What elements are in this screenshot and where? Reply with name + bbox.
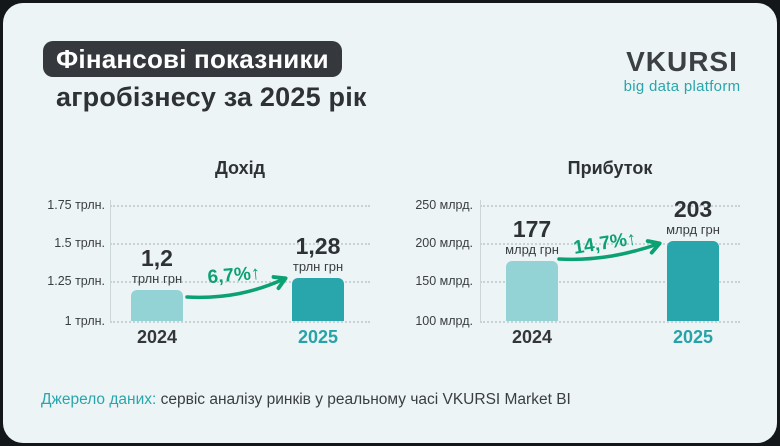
- y-axis-tick: 1 трлн.: [64, 314, 105, 328]
- source-label: Джерело даних:: [41, 391, 157, 408]
- y-axis-tick: 200 млрд.: [415, 236, 473, 250]
- bar-value-block: 1,2 трлн грн: [107, 245, 207, 287]
- bar-value-block: 1,28 трлн грн: [268, 233, 368, 275]
- bar-value-block: 203 млрд грн: [643, 196, 743, 238]
- source-note: Джерело даних: сервіс аналізу ринків у р…: [41, 391, 571, 409]
- x-label-2024: 2024: [511, 327, 553, 347]
- y-axis-tick: 1.5 трлн.: [54, 236, 105, 250]
- y-axis-tick: 1.75 трлн.: [47, 198, 105, 212]
- bar-unit: млрд грн: [666, 222, 720, 238]
- gridline: [110, 243, 370, 245]
- page-title-badge: Фінансові показники: [43, 41, 342, 77]
- gridline: [480, 321, 740, 323]
- chart-title: Прибуток: [567, 158, 653, 178]
- bar-value: 1,28: [295, 232, 341, 259]
- brand-tagline: big data platform: [623, 78, 741, 95]
- page-title-line2: агробізнесу за 2025 рік: [56, 82, 367, 112]
- bar-2025: [667, 241, 719, 321]
- y-axis-tick: 150 млрд.: [415, 274, 473, 288]
- x-label-2025: 2025: [297, 327, 339, 347]
- gridline: [480, 205, 740, 207]
- source-text: сервіс аналізу ринків у реальному часі V…: [156, 391, 571, 408]
- y-axis-line: [110, 200, 111, 321]
- bar-value: 177: [512, 216, 552, 243]
- gridline: [110, 205, 370, 207]
- y-axis-tick: 1.25 трлн.: [47, 274, 105, 288]
- bar-unit: трлн грн: [131, 271, 183, 287]
- x-label-2025: 2025: [672, 327, 714, 347]
- gridline: [110, 321, 370, 323]
- bar-unit: трлн грн: [292, 258, 344, 274]
- chart-title: Дохід: [214, 158, 266, 178]
- infographic-card: Фінансові показники агробізнесу за 2025 …: [3, 3, 777, 443]
- bar-value-block: 177 млрд грн: [482, 216, 582, 258]
- brand-logo: VKURSI big data platform: [603, 47, 761, 96]
- brand-name: VKURSI: [626, 46, 738, 77]
- gridline: [480, 281, 740, 283]
- bar-2024: [506, 261, 558, 321]
- y-axis-tick: 250 млрд.: [415, 198, 473, 212]
- bar-value: 203: [673, 196, 713, 223]
- y-axis-tick: 100 млрд.: [415, 314, 473, 328]
- bar-value: 1,2: [141, 245, 173, 272]
- bar-2024: [131, 290, 183, 321]
- x-label-2024: 2024: [136, 327, 178, 347]
- bar-unit: млрд грн: [505, 242, 559, 258]
- y-axis-line: [480, 200, 481, 321]
- bar-2025: [292, 277, 344, 321]
